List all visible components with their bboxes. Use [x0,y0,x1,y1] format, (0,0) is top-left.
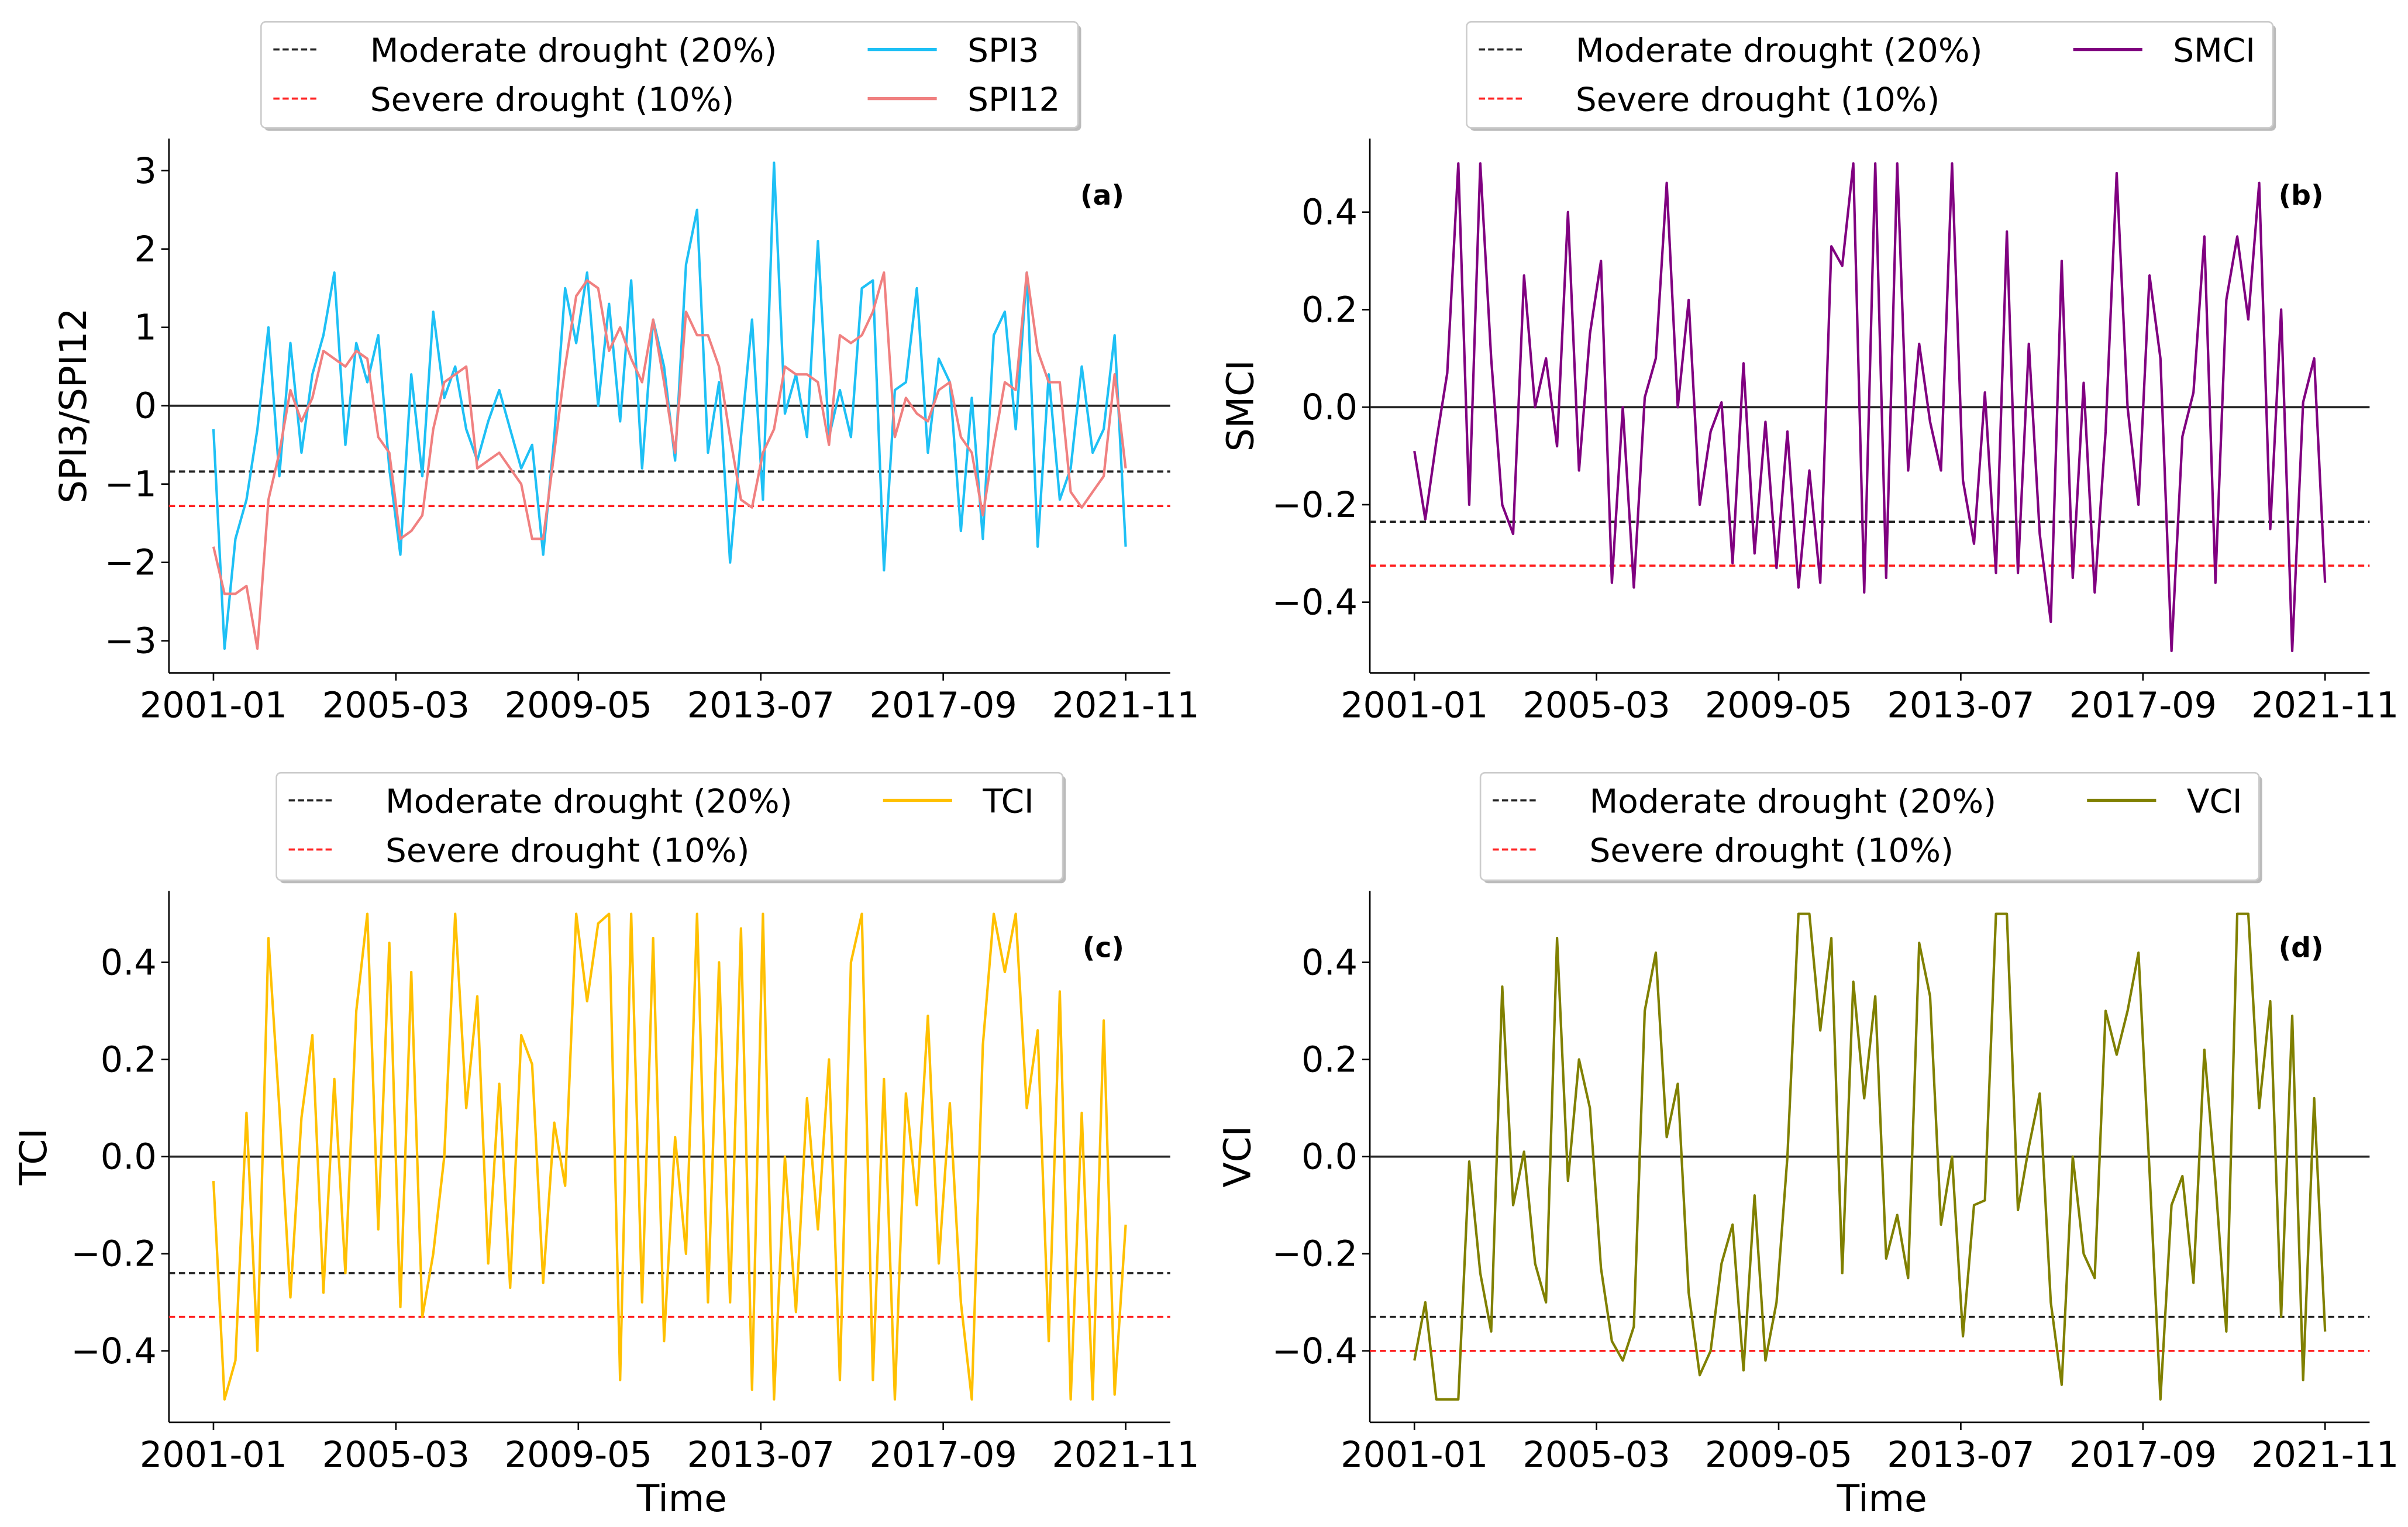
series-line-spi12 [212,271,1127,650]
y-tick-label: 2 [134,229,156,270]
y-tick-label: −2 [105,543,157,584]
legend: Moderate drought (20%) Severe drought (10… [260,21,1081,131]
y-tick-label: 0.0 [1301,1137,1358,1178]
y-axis-label: TCI [12,1128,55,1185]
y-tick-label: −3 [105,621,157,662]
legend-threshold-label: Moderate drought (20%) [370,32,777,70]
y-tick-label: −0.2 [71,1234,157,1275]
legend-threshold-label: Moderate drought (20%) [1576,32,1983,70]
x-tick-label: 2017-09 [870,685,1017,726]
x-tick-label: 2013-07 [1887,1435,2034,1476]
x-tick-label: 2021-11 [1052,1435,1199,1476]
x-tick-label: 2001-01 [1341,1435,1488,1476]
x-tick-label: 2021-11 [2251,685,2399,726]
x-tick-label: 2009-05 [505,1435,652,1476]
series-line-spi3 [212,161,1127,650]
x-tick-label: 2001-01 [140,1435,287,1476]
x-tick-label: 2005-03 [1522,1435,1670,1476]
y-axis-label: SPI3/SPI12 [52,308,95,504]
legend-series-label: SPI12 [967,81,1060,119]
legend-series-label: SMCI [2173,32,2255,70]
y-tick-label: 0.2 [101,1040,157,1081]
panel-label: (c) [1083,932,1124,964]
x-tick-label: 2001-01 [140,685,287,726]
legend-series-label: VCI [2187,783,2242,821]
y-tick-label: 1 [134,308,156,349]
y-tick-label: 0.4 [1301,192,1358,233]
x-tick-label: 2017-09 [870,1435,1017,1476]
y-tick-label: 0.4 [101,943,157,984]
x-tick-label: 2021-11 [2251,1435,2399,1476]
x-axis-label: Time [1837,1477,1927,1520]
x-tick-label: 2017-09 [2069,685,2217,726]
series-line-smci [1413,162,2327,653]
legend: Moderate drought (20%) Severe drought (10… [1479,771,2262,884]
chart-panel-a: 3 2 1 0 −1 −2 −3 2001-01 2005-03 2009-05 2013-07 20… [52,21,1200,726]
legend-series-label: SPI3 [967,32,1039,70]
y-tick-label: −0.2 [1272,1234,1358,1275]
y-tick-label: −0.4 [1272,1331,1358,1372]
x-tick-label: 2001-01 [1341,685,1488,726]
series-line-tci [212,912,1127,1401]
legend-box [275,771,1064,881]
x-tick-label: 2013-07 [1887,685,2034,726]
y-axis-label: VCI [1216,1126,1259,1188]
chart-panel-b: 0.4 0.2 0.0 −0.2 −0.4 2001-01 2005-03 2009-05 20… [1219,21,2399,726]
y-tick-label: 0.0 [101,1137,157,1178]
legend-box [1479,771,2260,881]
legend: Moderate drought (20%) Severe drought (10… [1466,21,2276,131]
y-tick-label: −0.2 [1272,485,1358,526]
legend-threshold-label: Severe drought (10%) [1590,832,1954,870]
legend-threshold-label: Moderate drought (20%) [385,783,793,821]
series-line-vci [1413,912,2327,1401]
x-tick-label: 2021-11 [1052,685,1199,726]
legend-series-label: TCI [982,783,1034,821]
panel-label: (a) [1080,180,1124,212]
y-tick-label: −1 [105,464,157,505]
chart-panel-c: 0.4 0.2 0.0 −0.2 −0.4 2001-01 2005-03 2009-05 20… [12,771,1200,1520]
x-tick-label: 2009-05 [1705,1435,1852,1476]
y-tick-label: −0.4 [1272,582,1358,623]
chart-panel-d: 0.4 0.2 0.0 −0.2 −0.4 2001-01 2005-03 2009-05 20… [1216,771,2399,1520]
x-tick-label: 2013-07 [687,1435,835,1476]
x-tick-label: 2009-05 [1705,685,1852,726]
legend: Moderate drought (20%) Severe drought (10… [275,771,1066,884]
panel-label: (b) [2279,180,2324,212]
x-tick-label: 2005-03 [322,685,470,726]
x-tick-label: 2013-07 [687,685,835,726]
y-axis-label: SMCI [1219,360,1262,451]
y-tick-label: 3 [134,151,156,192]
x-tick-label: 2005-03 [1522,685,1670,726]
y-tick-label: −0.4 [71,1331,157,1372]
panel-label: (d) [2279,932,2324,964]
x-axis-label: Time [636,1477,727,1520]
legend-box [1466,21,2274,129]
y-tick-label: 0.4 [1301,943,1358,984]
x-tick-label: 2005-03 [322,1435,470,1476]
y-tick-label: 0.2 [1301,1040,1358,1081]
legend-threshold-label: Severe drought (10%) [370,81,735,119]
y-tick-label: 0 [134,386,156,427]
x-tick-label: 2017-09 [2069,1435,2217,1476]
y-tick-label: 0.2 [1301,289,1358,330]
x-tick-label: 2009-05 [505,685,652,726]
y-tick-label: 0.0 [1301,387,1358,428]
legend-threshold-label: Moderate drought (20%) [1590,783,1997,821]
legend-threshold-label: Severe drought (10%) [1576,81,1940,119]
legend-threshold-label: Severe drought (10%) [385,832,750,870]
